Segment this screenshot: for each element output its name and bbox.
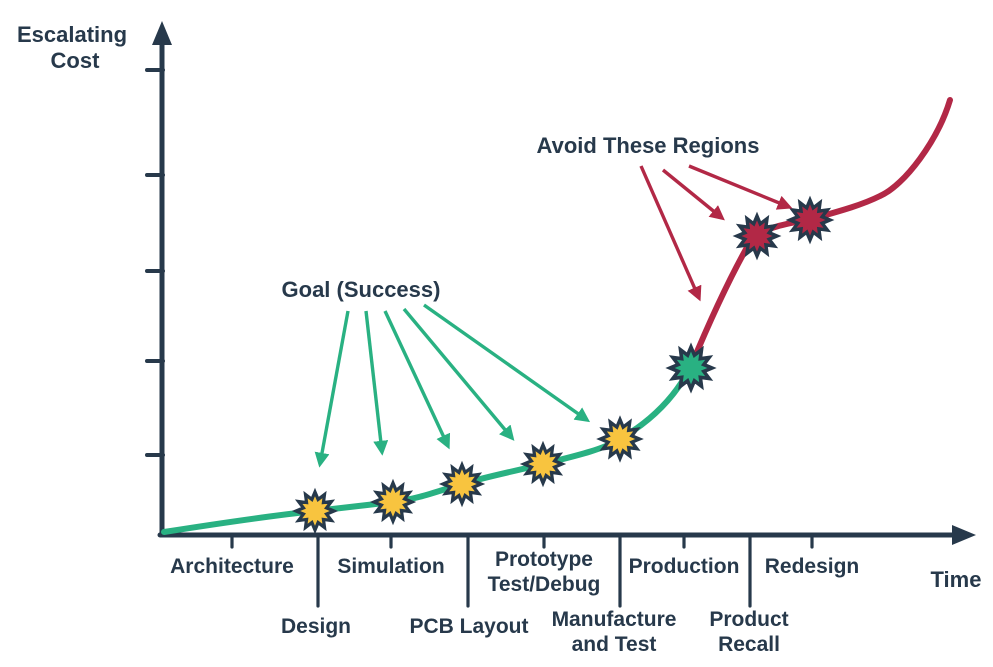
stage-label-product-recall-line2: Recall	[718, 633, 780, 656]
success-star-pcb-layout	[441, 463, 483, 505]
stage-label-prototype-line1: Prototype	[495, 548, 593, 571]
goal-arrow	[314, 310, 350, 468]
avoid-arrow	[688, 164, 793, 210]
success-star-manufacture	[598, 417, 642, 461]
goal-arrow	[402, 307, 515, 441]
stage-labels-upper: Architecture Simulation Prototype Test/D…	[170, 548, 859, 596]
stage-labels-lower: Design PCB Layout Manufacture and Test P…	[281, 608, 789, 656]
success-star-design	[294, 490, 336, 532]
stage-label-design: Design	[281, 615, 351, 638]
production-transition-star	[668, 345, 714, 391]
stage-label-prototype-line2: Test/Debug	[488, 573, 601, 596]
x-axis	[157, 525, 976, 608]
success-star-simulation	[372, 481, 414, 523]
x-axis-arrowhead-icon	[952, 525, 976, 545]
y-axis-arrowhead-icon	[152, 21, 172, 45]
axis-labels: Escalating Cost Time	[17, 22, 982, 592]
success-star-prototype	[522, 443, 564, 485]
stage-label-production: Production	[629, 555, 740, 578]
y-axis-label-line2: Cost	[51, 48, 101, 73]
stage-label-architecture: Architecture	[170, 555, 294, 578]
avoid-arrow	[639, 165, 702, 302]
goal-arrow	[423, 303, 591, 423]
stage-label-simulation: Simulation	[337, 555, 444, 578]
avoid-arrow	[661, 168, 725, 221]
avoid-label: Avoid These Regions	[537, 133, 760, 158]
stage-label-manufacture-line1: Manufacture	[552, 608, 677, 631]
failure-star-redesign	[788, 198, 832, 242]
milestone-stars	[294, 198, 832, 532]
goal-label: Goal (Success)	[282, 277, 441, 302]
stage-label-pcb-layout: PCB Layout	[409, 615, 528, 638]
y-axis	[145, 21, 172, 538]
goal-annotation: Goal (Success)	[282, 277, 591, 468]
x-axis-label: Time	[931, 567, 982, 592]
y-axis-label-line1: Escalating	[17, 22, 127, 47]
avoid-annotation: Avoid These Regions	[537, 133, 793, 302]
stage-label-product-recall-line1: Product	[709, 608, 788, 631]
goal-arrow	[364, 310, 389, 456]
stage-label-redesign: Redesign	[765, 555, 860, 578]
stage-label-manufacture-line2: and Test	[572, 633, 657, 656]
goal-arrow	[383, 310, 451, 450]
